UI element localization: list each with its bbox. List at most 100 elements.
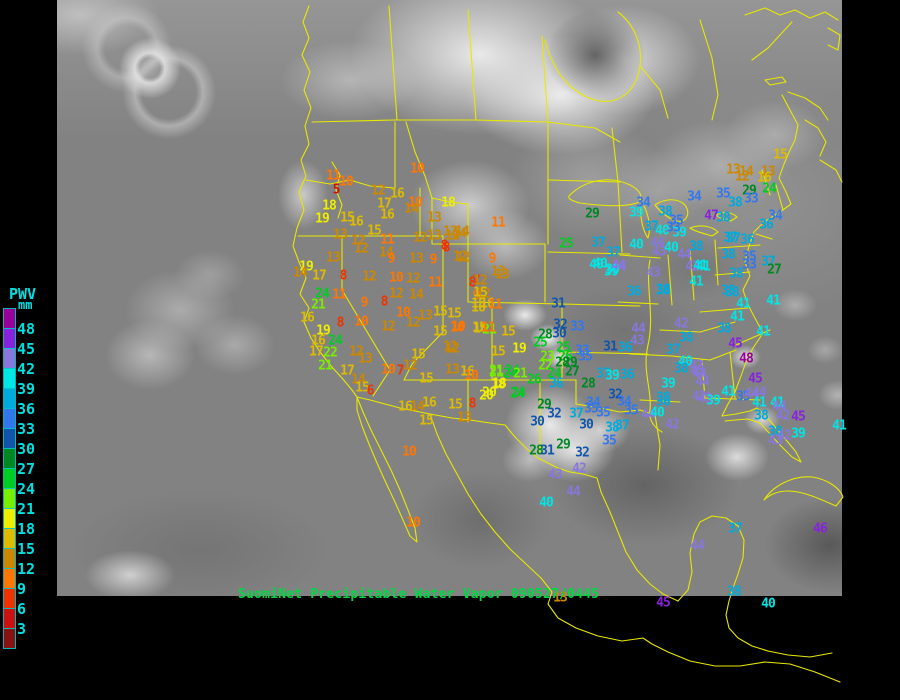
station-value: 39	[791, 426, 806, 442]
station-value: 45	[748, 371, 763, 387]
legend-band	[4, 388, 15, 408]
coastline-east	[721, 149, 792, 417]
borders-southeast	[659, 244, 771, 401]
pwv-legend: PWV mm 48 45 42 39 36 33 30 27 24 21 18 15 12 9 6 3	[3, 285, 57, 679]
station-value: 12	[351, 233, 366, 249]
station-value: 16	[380, 207, 395, 223]
legend-title: PWV	[9, 285, 37, 303]
station-value: 17	[340, 363, 355, 379]
station-value: 41	[756, 324, 771, 340]
station-value: 36	[627, 284, 642, 300]
legend-band	[4, 468, 15, 488]
station-value: 17	[377, 196, 392, 212]
station-value: 16	[480, 296, 495, 312]
station-value: 35	[584, 401, 599, 417]
station-value: 12	[735, 169, 750, 185]
station-value: 12	[406, 315, 421, 331]
coastline-northeast	[755, 91, 843, 240]
station-value: 30	[530, 414, 545, 430]
station-value: 38	[728, 195, 743, 211]
station-value: 28	[555, 355, 570, 371]
station-value: 11	[488, 297, 503, 313]
station-value: 48	[739, 351, 754, 367]
legend-value: 9	[17, 580, 27, 598]
station-value: 35	[578, 349, 593, 365]
station-value: 16	[422, 395, 437, 411]
legend-units: mm	[18, 298, 33, 312]
station-value: 35	[742, 249, 757, 265]
borders-west	[297, 121, 563, 423]
station-value: 13	[427, 228, 442, 244]
legend-band	[4, 568, 15, 588]
station-value: 11	[332, 287, 347, 303]
station-value: 16	[473, 321, 488, 337]
station-value: 41	[730, 309, 745, 325]
station-value: 28	[538, 327, 553, 343]
station-value: 38	[656, 283, 671, 299]
station-value: 13	[445, 362, 460, 378]
station-value: 42	[692, 389, 707, 405]
station-value: 40	[629, 237, 644, 253]
station-value: 38	[658, 204, 673, 220]
station-value: 37	[615, 418, 630, 434]
legend-band	[4, 428, 15, 448]
station-value: 23	[540, 349, 555, 365]
station-value: 25	[533, 335, 548, 351]
station-value: 40	[655, 223, 670, 239]
station-value: 35	[669, 213, 684, 229]
station-value: 24	[547, 366, 562, 382]
legend-band	[4, 368, 15, 388]
station-value: 12	[456, 250, 471, 266]
station-value: 42	[665, 417, 680, 433]
station-value: 16	[757, 170, 772, 186]
station-value: 24	[762, 181, 777, 197]
station-value: 42	[685, 259, 700, 275]
station-value: 28	[529, 443, 544, 459]
legend-band	[4, 408, 15, 428]
station-value: 13	[495, 267, 510, 283]
legend-value: 30	[17, 440, 36, 458]
station-value: 39	[706, 393, 721, 409]
station-value: 11	[326, 168, 341, 184]
station-value: 10	[450, 320, 465, 336]
station-value: 43	[646, 265, 661, 281]
station-value: 44	[611, 258, 626, 274]
station-value: 13	[326, 250, 341, 266]
station-value: 33	[570, 319, 585, 335]
station-value: 32	[547, 406, 562, 422]
station-value: 45	[656, 595, 671, 611]
legend-value: 21	[17, 500, 36, 518]
station-value: 38	[768, 424, 783, 440]
legend-value: 24	[17, 480, 36, 498]
great-lakes	[568, 179, 738, 239]
station-value: 5	[332, 182, 341, 198]
station-value: 44	[692, 366, 707, 382]
station-value: 43	[630, 333, 645, 349]
station-value: 10	[402, 444, 417, 460]
station-value: 14	[739, 164, 754, 180]
legend-value: 33	[17, 420, 36, 438]
station-value: 13	[761, 164, 776, 180]
station-value: 29	[537, 397, 552, 413]
station-value: 15	[471, 296, 486, 312]
legend-value: 48	[17, 320, 36, 338]
station-value: 15	[419, 371, 434, 387]
station-value: 12	[354, 241, 369, 257]
satellite-image	[57, 0, 842, 596]
station-value: 12	[381, 319, 396, 335]
station-value: 10	[339, 174, 354, 190]
station-value: 43	[698, 391, 713, 407]
station-value: 38	[605, 420, 620, 436]
station-value: 39	[605, 262, 620, 278]
legend-value: 39	[17, 380, 36, 398]
station-value: 42	[689, 358, 704, 374]
station-value: 11	[380, 232, 395, 248]
station-value: 33	[742, 257, 757, 273]
station-value: 42	[674, 316, 689, 332]
station-value: 16	[390, 186, 405, 202]
station-value: 8	[339, 268, 348, 284]
station-value: 42	[572, 461, 587, 477]
legend-value: 6	[17, 600, 27, 618]
station-value: 22	[323, 345, 338, 361]
station-value: 36	[656, 394, 671, 410]
